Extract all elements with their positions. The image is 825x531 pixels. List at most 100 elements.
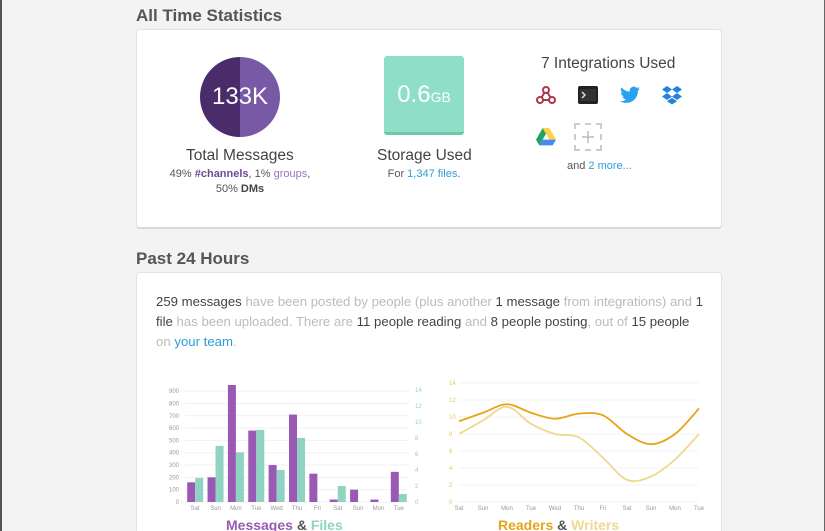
- message-count: 259 messages: [156, 294, 242, 309]
- message-bar: [390, 471, 399, 502]
- past24-card: 259 messages have been posted by people …: [136, 272, 722, 531]
- y-left-tick-label: 900: [169, 389, 180, 395]
- legend-files: Files: [310, 517, 343, 531]
- dms-label[interactable]: DMs: [240, 183, 265, 195]
- message-bar: [309, 473, 318, 502]
- messages-files-chart: 0 100 200 300 400 500 600 700 800 900 0 2 4 6 8 10 12 14 S…: [169, 385, 422, 512]
- terminal-icon[interactable]: [575, 82, 601, 108]
- storage-box: 0.6GB: [384, 56, 464, 135]
- legend-messages: Messages: [226, 517, 293, 531]
- summary-text-6: on: [156, 334, 171, 349]
- x-tick-label: Sat: [622, 506, 631, 512]
- integrations-more-line: and 2 more...: [567, 159, 647, 174]
- x-tick-label: Mon: [669, 506, 681, 512]
- y-tick-label: 4: [449, 466, 453, 472]
- google-drive-icon[interactable]: [533, 124, 559, 150]
- legend-writers: Writers: [571, 517, 620, 531]
- summary-text-2: from integrations) and: [563, 294, 692, 309]
- twitter-icon[interactable]: [617, 82, 643, 108]
- storage-unit: GB: [430, 89, 451, 105]
- x-tick-label: Fri: [314, 506, 321, 512]
- messages-breakdown: 49% #channels, 1% groups, 50% DMs: [169, 168, 311, 195]
- readers-writers-chart: 0 2 4 6 8 10 12 14 Sat Sun Mon Tue Wed Thu Fri Sat Sun Mo…: [449, 381, 705, 512]
- summary-text-5: , out of: [587, 314, 628, 329]
- y-left-tick-label: 600: [169, 426, 180, 432]
- x-tick-label: Mon: [501, 506, 513, 512]
- summary-text-1: have been posted by people (plus another: [245, 294, 492, 309]
- x-tick-label: Sat: [191, 506, 200, 512]
- file-bar: [195, 477, 204, 502]
- file-bar: [337, 485, 346, 502]
- files-prefix: For: [387, 168, 405, 180]
- summary-text-3: has been uploaded. There are: [176, 314, 353, 329]
- readers-writers-legend: Readers & Writers: [498, 517, 619, 531]
- messages-circle: 133K: [200, 57, 280, 137]
- files-suffix: .: [457, 168, 461, 180]
- y-left-tick-label: 300: [169, 463, 180, 469]
- messages-count: 133K: [211, 83, 269, 110]
- integration-message-count: 1 message: [495, 294, 560, 309]
- files-link[interactable]: 1,347 files: [407, 168, 458, 180]
- circle-half-right: [240, 57, 280, 137]
- y-left-tick-label: 500: [169, 438, 180, 444]
- all-time-heading: All Time Statistics: [136, 6, 283, 25]
- y-right-tick-label: 12: [415, 404, 422, 410]
- add-integration-icon[interactable]: [574, 123, 602, 151]
- x-tick-label: Sat: [333, 506, 342, 512]
- legend-amp-1: &: [296, 517, 307, 531]
- pct-dms: 50%: [215, 183, 238, 195]
- x-tick-label: Tue: [394, 506, 405, 512]
- x-tick-label: Tue: [694, 506, 705, 512]
- message-bar: [268, 465, 277, 502]
- x-tick-label: Wed: [549, 506, 561, 512]
- y-tick-label: 0: [449, 500, 453, 506]
- message-bar: [329, 499, 338, 502]
- channels-label[interactable]: #channels: [194, 168, 249, 180]
- y-right-tick-label: 8: [415, 436, 419, 442]
- legend-readers: Readers: [498, 517, 554, 531]
- webhook-icon[interactable]: [533, 82, 559, 108]
- x-tick-label: Sun: [210, 506, 221, 512]
- file-bar: [235, 452, 244, 502]
- x-tick-label: Sun: [353, 506, 364, 512]
- more-prefix: and: [567, 160, 586, 172]
- file-count: 1 file: [156, 294, 703, 329]
- more-integrations-link[interactable]: 2 more...: [588, 160, 632, 172]
- y-right-tick-label: 6: [415, 452, 419, 458]
- past24-summary: 259 messages have been posted by people …: [156, 292, 706, 352]
- y-left-tick-label: 400: [169, 451, 180, 457]
- total-messages-title: Total Messages: [186, 147, 294, 164]
- y-tick-label: 8: [449, 432, 453, 438]
- y-tick-label: 10: [449, 415, 456, 421]
- groups-label[interactable]: groups: [273, 168, 308, 180]
- y-tick-label: 2: [449, 483, 453, 489]
- x-tick-label: Wed: [271, 506, 283, 512]
- x-tick-label: Sat: [454, 506, 463, 512]
- file-bar: [256, 429, 265, 502]
- legend-amp-2: &: [557, 517, 568, 531]
- file-bar: [276, 469, 285, 502]
- window-frame-left: [0, 0, 2, 531]
- storage-files-line: For 1,347 files.: [364, 167, 484, 182]
- dropbox-icon[interactable]: [659, 82, 685, 108]
- y-right-tick-label: 2: [415, 484, 419, 490]
- message-bar: [227, 385, 236, 502]
- your-team-link[interactable]: your team: [174, 334, 233, 349]
- y-right-tick-label: 4: [415, 468, 419, 474]
- pct-groups: 1%: [254, 168, 271, 180]
- file-bar: [215, 445, 224, 502]
- pct-channels: 49%: [169, 168, 192, 180]
- x-tick-label: Tue: [526, 506, 537, 512]
- summary-text-7: .: [232, 334, 237, 349]
- x-tick-label: Thu: [292, 506, 302, 512]
- message-bar: [248, 430, 257, 502]
- integrations-title: 7 Integrations Used: [541, 55, 676, 72]
- x-tick-label: Thu: [574, 506, 584, 512]
- x-tick-label: Mon: [230, 506, 242, 512]
- y-left-tick-label: 100: [169, 488, 180, 494]
- file-bar: [398, 493, 407, 502]
- writers-line: [458, 405, 700, 483]
- message-bar: [289, 414, 297, 502]
- circle-half-left: [200, 57, 240, 137]
- messages-files-legend: Messages & Files: [226, 517, 343, 531]
